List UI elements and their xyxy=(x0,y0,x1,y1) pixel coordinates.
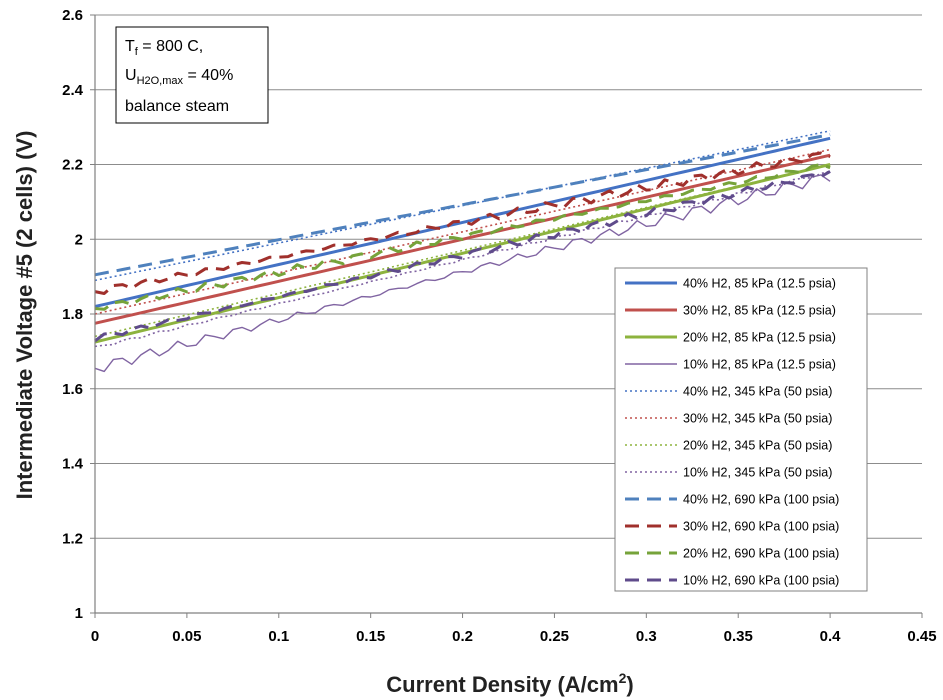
x-tick-label: 0.3 xyxy=(636,628,657,645)
legend-label: 30% H2, 690 kPa (100 psia) xyxy=(683,520,839,534)
x-axis-title-tail: ) xyxy=(626,672,633,697)
series-line xyxy=(94,163,831,344)
annotation-t-sub: f xyxy=(135,46,139,58)
x-tick-label: 0.2 xyxy=(452,628,473,645)
x-tick-label: 0.1 xyxy=(268,628,289,645)
legend-label: 10% H2, 85 kPa (12.5 psia) xyxy=(683,358,836,372)
x-tick-label: 0.4 xyxy=(820,628,842,645)
y-tick-label: 1.4 xyxy=(62,456,84,473)
x-axis-title-main: Current Density (A/cm xyxy=(386,672,618,697)
tick-labels: 1 1.2 1.4 1.6 1.8 2 2.2 2.4 2.6 0 0.05 0.1 0.15 0.2 0.… xyxy=(62,7,936,645)
legend-box xyxy=(614,267,868,592)
series-line xyxy=(94,174,831,373)
x-tick-label: 0.35 xyxy=(724,628,753,645)
y-axis-title: Intermediate Voltage #5 (2 cells) (V) xyxy=(12,131,37,500)
x-tick-label: 0.05 xyxy=(172,628,201,645)
y-tick-label: 2.6 xyxy=(62,7,83,24)
x-axis-title: Current Density (A/cm2) xyxy=(386,670,633,697)
annotation-t-rest: = 800 C, xyxy=(138,38,203,55)
y-tick-label: 1 xyxy=(75,605,83,622)
series-group xyxy=(94,130,831,373)
legend: 40% H2, 85 kPa (12.5 psia) 30% H2, 85 kPa… xyxy=(614,267,868,592)
annotation-box xyxy=(115,26,269,124)
y-tick-label: 2 xyxy=(75,231,83,248)
annotation-u: U xyxy=(125,67,137,84)
legend-label: 20% H2, 85 kPa (12.5 psia) xyxy=(683,331,836,345)
y-tick-label: 1.6 xyxy=(62,381,83,398)
y-tick-label: 2.2 xyxy=(62,157,83,174)
legend-label: 40% H2, 690 kPa (100 psia) xyxy=(683,493,839,507)
annotation-u-rest: = 40% xyxy=(183,67,233,84)
series-line xyxy=(94,133,831,277)
series-line xyxy=(94,163,831,311)
legend-label: 30% H2, 85 kPa (12.5 psia) xyxy=(683,304,836,318)
x-tick-label: 0.25 xyxy=(540,628,569,645)
annotation-t: T xyxy=(125,38,135,55)
series-line xyxy=(94,163,831,338)
y-tick-label: 1.2 xyxy=(62,530,83,547)
x-tick-label: 0.45 xyxy=(907,628,936,645)
annotation-line-1: Tf = 800 C, xyxy=(125,38,203,58)
conditions-annotation: Tf = 800 C, UH2O,max = 40% balance steam xyxy=(115,26,269,124)
legend-label: 20% H2, 690 kPa (100 psia) xyxy=(683,547,839,561)
legend-label: 40% H2, 85 kPa (12.5 psia) xyxy=(683,277,836,291)
annotation-line-3: balance steam xyxy=(125,98,229,115)
series-line xyxy=(94,151,831,295)
legend-label: 30% H2, 345 kPa (50 psia) xyxy=(683,412,832,426)
y-tick-label: 2.4 xyxy=(62,82,84,99)
x-tick-label: 0 xyxy=(91,628,99,645)
axes xyxy=(90,14,923,618)
series-line xyxy=(94,170,831,343)
x-tick-label: 0.15 xyxy=(356,628,385,645)
series-line xyxy=(94,136,831,308)
annotation-line-2: UH2O,max = 40% xyxy=(125,67,233,87)
legend-label: 20% H2, 345 kPa (50 psia) xyxy=(683,439,832,453)
legend-label: 40% H2, 345 kPa (50 psia) xyxy=(683,385,832,399)
y-tick-label: 1.8 xyxy=(62,306,83,323)
legend-label: 10% H2, 345 kPa (50 psia) xyxy=(683,466,832,480)
legend-label: 10% H2, 690 kPa (100 psia) xyxy=(683,574,839,588)
x-axis-title-sup: 2 xyxy=(619,670,627,686)
annotation-u-sub: H2O,max xyxy=(137,75,184,87)
